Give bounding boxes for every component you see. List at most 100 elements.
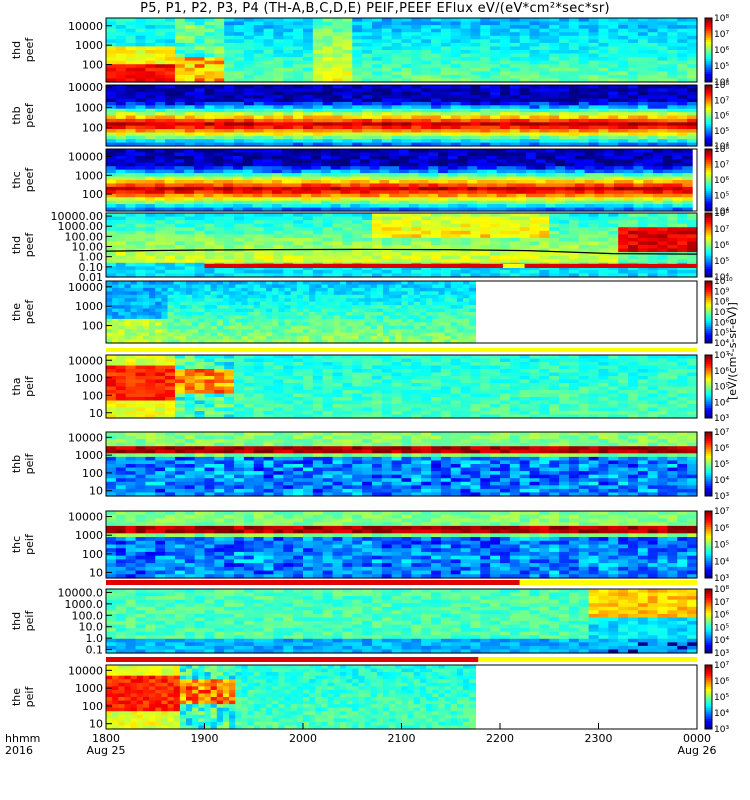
heatmap-cell — [529, 216, 540, 221]
heatmap-cell — [477, 207, 488, 212]
heatmap-cell — [647, 245, 659, 250]
heatmap-cell — [234, 216, 245, 221]
heatmap-cell — [154, 176, 166, 181]
heatmap-cell — [470, 139, 481, 144]
heatmap-cell — [242, 155, 254, 160]
heatmap-cell — [174, 207, 185, 212]
heatmap-cell — [682, 166, 693, 171]
heatmap-cell — [657, 39, 669, 44]
heatmap-cell — [272, 173, 283, 178]
heatmap-cell — [320, 152, 332, 157]
heatmap-cell — [643, 169, 654, 174]
heatmap-cell — [539, 105, 550, 110]
heatmap-cell — [628, 88, 639, 93]
heatmap-cell — [431, 227, 442, 232]
heatmap-cell — [559, 101, 570, 106]
heatmap-cell — [125, 230, 137, 235]
heatmap-cell — [283, 35, 294, 40]
heatmap-cell — [115, 101, 127, 106]
heatmap-cell — [662, 186, 674, 191]
heatmap-cell — [450, 220, 462, 225]
heatmap-cell — [281, 183, 293, 188]
heatmap-cell — [467, 155, 478, 160]
heatmap-cell — [322, 237, 334, 243]
heatmap-cell — [252, 207, 263, 212]
heatmap-cell — [667, 125, 678, 130]
heatmap-cell — [509, 129, 521, 134]
heatmap-cell — [682, 176, 693, 181]
heatmap-cell — [618, 227, 629, 232]
heatmap-cell — [214, 39, 225, 44]
heatmap-cell — [647, 74, 659, 80]
heatmap-cell — [263, 53, 275, 58]
heatmap-cell — [204, 78, 215, 83]
heatmap-cell — [431, 118, 442, 123]
heatmap-cell — [293, 216, 304, 221]
heatmap-cell — [293, 88, 304, 93]
heatmap-cell — [399, 152, 410, 157]
heatmap-cell — [431, 135, 442, 140]
heatmap-cell — [155, 298, 163, 303]
heatmap-cell — [519, 57, 531, 62]
heatmap-cell — [247, 318, 255, 323]
heatmap-cell — [391, 139, 403, 144]
heatmap-cell — [342, 223, 353, 228]
heatmap-cell — [273, 32, 284, 37]
heatmap-cell — [391, 28, 403, 33]
heatmap-cell — [604, 207, 615, 212]
heatmap-cell — [401, 245, 412, 250]
heatmap-cell — [332, 50, 343, 55]
heatmap-cell — [480, 129, 491, 134]
heatmap-cell — [273, 129, 284, 134]
heatmap-cell — [204, 50, 215, 55]
heatmap-cell — [440, 259, 452, 264]
heatmap-cell — [618, 266, 629, 271]
heatmap-cell — [184, 88, 196, 93]
heatmap-cell — [633, 162, 644, 167]
heatmap-cell — [253, 266, 265, 271]
heatmap-cell — [130, 301, 138, 306]
heatmap-cell — [470, 101, 481, 106]
heatmap-cell — [155, 234, 166, 239]
heatmap-cell — [608, 129, 619, 134]
heatmap-cell — [657, 21, 669, 26]
heatmap-cell — [247, 281, 255, 286]
heatmap-cell — [253, 336, 261, 341]
heatmap-cell — [608, 53, 619, 58]
colorbar-cell — [705, 67, 712, 70]
heatmap-cell — [391, 39, 403, 44]
heatmap-cell — [450, 125, 462, 130]
heatmap-cell — [500, 230, 511, 235]
heatmap-cell — [389, 176, 400, 181]
heatmap-cell — [164, 186, 175, 191]
heatmap-cell — [467, 152, 478, 157]
heatmap-cell — [272, 155, 283, 160]
heatmap-cell — [623, 152, 635, 157]
heatmap-cell — [263, 125, 275, 130]
heatmap-cell — [450, 213, 462, 218]
heatmap-cell — [125, 142, 137, 147]
heatmap-cell — [312, 122, 324, 127]
heatmap-cell — [322, 213, 334, 218]
heatmap-cell — [194, 60, 206, 65]
heatmap-cell — [428, 204, 439, 209]
heatmap-cell — [598, 18, 609, 23]
heatmap-cell — [293, 95, 304, 100]
heatmap-cell — [480, 53, 491, 58]
heatmap-cell — [421, 42, 432, 48]
heatmap-cell — [222, 301, 230, 306]
heatmap-cell — [608, 223, 619, 228]
heatmap-cell — [519, 230, 531, 235]
heatmap-cell — [174, 152, 185, 157]
heatmap-cell — [179, 281, 187, 286]
heatmap-cell — [125, 53, 137, 58]
heatmap-cell — [490, 57, 501, 62]
heatmap-cell — [381, 60, 393, 65]
heatmap-cell — [135, 245, 146, 250]
heatmap-cell — [421, 18, 432, 23]
y-tick-label: 1000 — [75, 101, 103, 114]
heatmap-cell — [618, 57, 629, 62]
heatmap-cell — [411, 259, 422, 264]
heatmap-cell — [628, 230, 639, 235]
